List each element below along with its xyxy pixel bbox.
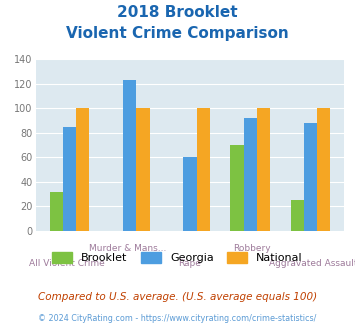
Text: Violent Crime Comparison: Violent Crime Comparison [66, 26, 289, 41]
Bar [76, 109, 89, 231]
Text: © 2024 CityRating.com - https://www.cityrating.com/crime-statistics/: © 2024 CityRating.com - https://www.city… [38, 314, 317, 323]
Bar [136, 109, 149, 231]
Text: All Violent Crime: All Violent Crime [28, 259, 104, 268]
Text: Compared to U.S. average. (U.S. average equals 100): Compared to U.S. average. (U.S. average … [38, 292, 317, 302]
Bar [50, 192, 63, 231]
Bar [257, 109, 270, 231]
Bar [244, 118, 257, 231]
Legend: Brooklet, Georgia, National: Brooklet, Georgia, National [49, 248, 306, 267]
Bar [290, 200, 304, 231]
Bar [183, 157, 197, 231]
Bar [197, 109, 210, 231]
Text: Rape: Rape [179, 259, 201, 268]
Text: 2018 Brooklet: 2018 Brooklet [117, 5, 238, 20]
Text: Robbery: Robbery [233, 244, 271, 253]
Bar [63, 127, 76, 231]
Text: Murder & Mans...: Murder & Mans... [89, 244, 167, 253]
Bar [123, 80, 136, 231]
Bar [230, 145, 244, 231]
Text: Aggravated Assault: Aggravated Assault [269, 259, 355, 268]
Bar [304, 123, 317, 231]
Bar [317, 109, 330, 231]
